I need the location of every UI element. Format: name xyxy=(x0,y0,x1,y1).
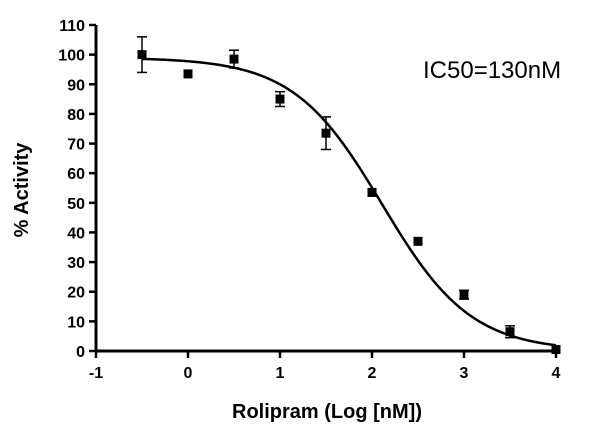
y-tick-label: 100 xyxy=(58,48,85,65)
x-tick-label: 4 xyxy=(552,365,561,382)
data-point xyxy=(459,290,469,300)
y-tick-label: 50 xyxy=(67,196,85,213)
data-points xyxy=(137,36,561,355)
data-point xyxy=(551,345,561,355)
y-tick-label: 30 xyxy=(67,255,85,272)
y-tick-label: 60 xyxy=(67,166,85,183)
data-point xyxy=(367,187,377,197)
data-point xyxy=(275,94,285,104)
data-point xyxy=(137,50,147,60)
y-tick-label: 40 xyxy=(67,225,85,242)
fit-curve-group xyxy=(141,57,557,347)
y-tick-label: 20 xyxy=(67,285,85,302)
y-tick-label: 110 xyxy=(59,18,85,35)
y-tick-label: 70 xyxy=(67,137,85,154)
data-point xyxy=(183,69,193,79)
x-axis-title: Rolipram (Log [nM]) xyxy=(232,401,422,423)
y-axis-title: % Activity xyxy=(11,142,33,238)
data-point xyxy=(321,128,331,138)
x-tick-label: 1 xyxy=(276,365,285,382)
y-tick-label: 80 xyxy=(67,107,85,124)
x-tick-label: 0 xyxy=(184,365,193,382)
y-tick-label: 0 xyxy=(76,344,85,361)
x-tick-label: -1 xyxy=(89,365,103,382)
data-point xyxy=(505,327,515,337)
y-tick-label: 10 xyxy=(67,314,85,331)
x-tick-label: 2 xyxy=(368,365,377,382)
y-tick-label: 90 xyxy=(67,77,85,94)
ic50-annotation: IC50=130nM xyxy=(423,57,561,84)
x-tick-label: 3 xyxy=(460,365,469,382)
data-point xyxy=(413,236,423,246)
data-point xyxy=(229,54,239,64)
fit-curve xyxy=(141,57,557,347)
